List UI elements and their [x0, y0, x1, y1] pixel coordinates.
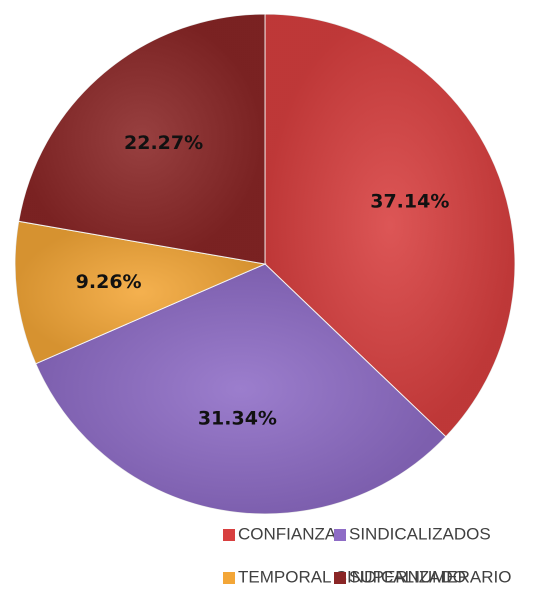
legend-swatch: [223, 572, 235, 584]
pie: [14, 13, 516, 515]
legend-label: SINDICALIZADOS: [349, 524, 491, 543]
legend-swatch: [223, 529, 235, 541]
legend-label: CONFIANZA: [238, 524, 337, 543]
legend-label: SUPERNUMERARIO: [349, 567, 511, 586]
legend-swatch: [334, 529, 346, 541]
data-label: 31.34%: [198, 408, 277, 430]
data-label: 22.27%: [124, 132, 203, 154]
legend-swatch: [334, 572, 346, 584]
data-label: 37.14%: [370, 191, 449, 213]
data-label: 9.26%: [76, 271, 142, 293]
legend-label: TEMPORAL SINDICALIZADO: [238, 567, 466, 586]
legend: CONFIANZA SINDICALIZADOS TEMPORAL SINDICAL…: [223, 524, 511, 586]
data-labels: 37.14% 31.34% 9.26% 22.27%: [76, 132, 450, 430]
